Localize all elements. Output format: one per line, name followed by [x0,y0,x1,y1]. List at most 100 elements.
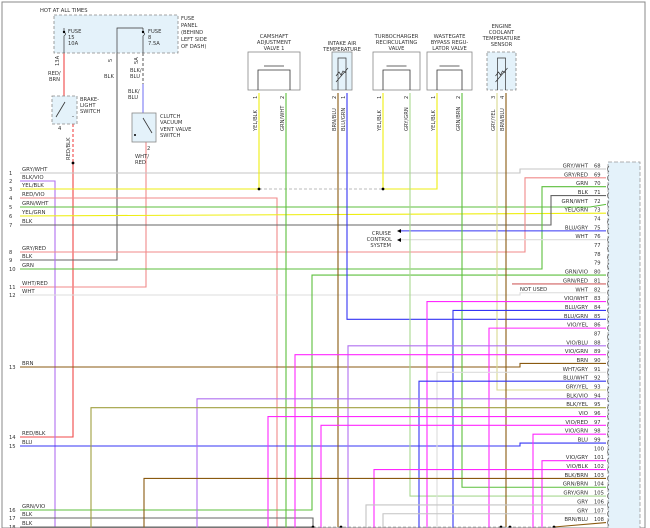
wire-grn-vio [20,274,606,511]
clutch-wire-label-2: RED [135,160,146,166]
connector-terminal-icon [607,245,610,252]
splice-dot [499,525,503,528]
left-pin-wire-label: GRN/VIO [22,504,45,510]
right-pin-wire-label: VIO/RED [565,420,588,426]
connector-terminal-icon [607,298,610,305]
fuse15-label: FUSE [68,29,81,35]
right-pin-wire-label: YEL/GRN [564,208,588,214]
wire-red-vio [20,197,278,528]
solenoid-icon [436,65,463,90]
right-pin-wire-label: GRN/WHT [562,199,589,205]
fuse15-number: 15 [68,35,75,41]
right-pin-number: 94 [594,393,601,399]
wire-pin-107 [382,513,606,528]
component-label: RECIRCULATING [376,40,418,46]
component-label: BYPASS REGU- [431,40,469,46]
left-pin-wire-label: GRN [22,263,34,269]
brake-switch-label-2: LIGHT [80,103,96,109]
right-pin-number: 78 [594,252,601,258]
right-pin-number: 102 [594,464,604,470]
right-pin-wire-label: VIO/YEL [567,323,588,329]
wire-pin-106 [365,504,606,528]
left-pin-number: 10 [9,267,16,273]
right-pin-number: 99 [594,438,601,444]
wire-grn-wht [20,203,607,208]
component-wire-label: BRN/BLU [500,108,506,131]
thermistor-icon [495,57,508,90]
wire-grn-brn-wastegate [461,93,606,488]
right-pin-number: 80 [594,270,601,276]
connector-terminal-icon [607,439,610,447]
wire-red-blk [20,163,74,438]
fuse8-icon [141,30,145,34]
wire-pin-94 [196,398,606,528]
connector-terminal-icon [607,227,610,235]
connector-terminal-icon [607,369,610,376]
connector-terminal-icon [607,342,610,350]
wire-brn-blu-108 [553,522,607,528]
right-pin-number: 98 [594,429,601,435]
right-pin-number: 83 [594,296,601,302]
component-label: ENGINE [492,24,512,30]
right-pin-wire-label: GRY/RED [564,172,588,178]
right-pin-number: 74 [594,217,601,223]
right-pin-wire-label: GRY/YEL [566,385,588,391]
brake-light-switch [51,95,78,125]
component-label: VALVE [389,46,405,52]
thermistor-icon [335,57,349,90]
wire-pin-91 [436,371,606,528]
component-label: LATOR VALVE [432,46,467,52]
component-wire-label: GRN/BRN [456,107,462,131]
connector-terminal-icon [607,404,610,411]
wire-label-blk-blu-2: BLU [130,74,140,80]
right-pin-wire-label: WHT/GRY [563,367,589,373]
valve-box [247,51,301,91]
left-pin-number: 13 [9,365,16,371]
right-pin-number: 73 [594,208,601,214]
right-pin-wire-label: VIO/GRY [566,455,589,461]
right-pin-number: 72 [594,199,601,205]
wire-blk-71 [20,194,606,226]
right-pin-wire-label: GRN/VIO [565,270,588,276]
left-pin-number: 14 [9,435,16,441]
connector-terminal-icon [607,395,610,403]
component-pin-number: 1 [341,96,347,99]
connector-terminal-icon [607,165,610,173]
connector-terminal-icon [607,519,610,526]
left-pin-wire-label: YEL/BLK [21,183,44,189]
not-used-label: NOT USED [520,287,547,293]
wire-blk-vio [20,180,56,528]
connector-terminal-icon [607,475,610,482]
left-pin-wire-label: BLK [22,254,33,260]
wire-pin-101 [541,460,606,528]
wire-blu-grn-iat [346,93,606,320]
fuse-panel-label-1: FUSE [181,16,194,22]
wire-brn [20,362,606,368]
fuse-pin-5: 5 [108,59,114,62]
right-pin-wire-label: WHT [575,287,588,293]
component-label: VALVE 1 [264,46,285,52]
right-pin-number: 88 [594,340,601,346]
right-pin-wire-label: BLU/GRN [564,314,588,320]
right-pin-number: 85 [594,314,601,320]
right-pin-wire-label: BLK/VIO [566,393,588,399]
left-pin-wire-label: BLU [22,440,32,446]
fuse8-rating: 7.5A [148,41,160,47]
component-label: WASTEGATE [434,34,466,40]
right-pin-number: 91 [594,367,601,373]
wire-wht-82 [20,292,606,296]
clutch-wire-label-1: WHT/ [135,154,149,160]
wire-gry-yel-ect [496,93,606,391]
right-pin-wire-label: GRN/RED [563,278,588,284]
left-pin-number: 18 [9,525,16,528]
left-pin-number: 8 [9,250,12,256]
right-pin-number: 101 [594,455,604,461]
left-pin-number: 17 [9,516,16,522]
solenoid-icon [257,65,291,90]
left-pin-wire-label: BRN [22,361,33,367]
fuse-panel-label-4: LEFT SIDE [181,37,207,43]
